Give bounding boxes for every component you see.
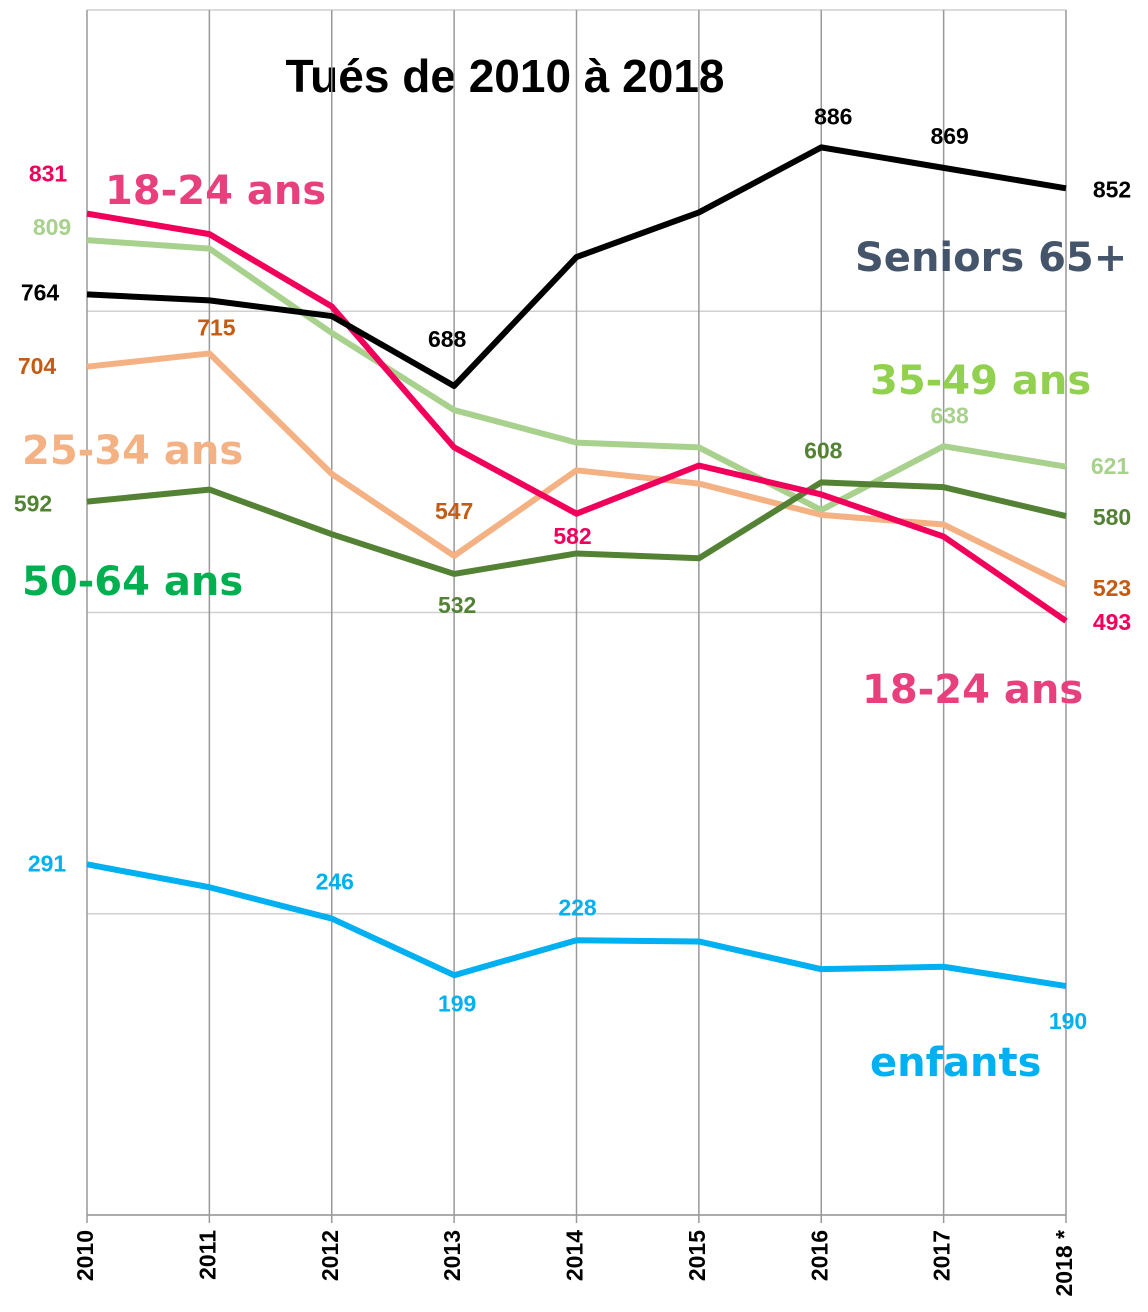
data-label: 621 xyxy=(1091,453,1130,479)
data-label: 704 xyxy=(18,353,57,379)
data-label: 764 xyxy=(21,279,60,305)
series-name: Seniors 65+ xyxy=(855,235,1127,281)
series-line xyxy=(86,479,1067,577)
data-label: 869 xyxy=(930,123,968,149)
series-name: 18-24 ans xyxy=(105,168,326,214)
data-label: 809 xyxy=(33,214,71,240)
data-label: 852 xyxy=(1093,176,1131,202)
series-line xyxy=(86,210,1068,624)
series-name: 35-49 ans xyxy=(870,358,1091,404)
data-label: 291 xyxy=(28,850,67,876)
data-label: 547 xyxy=(435,498,473,524)
x-tick-label: 2017 xyxy=(929,1230,955,1281)
series-line xyxy=(86,237,1067,514)
data-label: 246 xyxy=(316,869,354,895)
data-label: 532 xyxy=(438,592,476,618)
data-label: 715 xyxy=(197,315,236,341)
data-label: 608 xyxy=(804,437,843,463)
data-label: 582 xyxy=(553,523,591,549)
series-line xyxy=(86,861,1067,990)
x-tick-label: 2012 xyxy=(317,1230,343,1281)
series-name: 50-64 ans xyxy=(22,559,243,605)
series-name: 25-34 ans xyxy=(22,428,243,474)
x-tick-label: 2016 xyxy=(806,1230,832,1281)
data-label: 199 xyxy=(438,990,476,1016)
data-label: 580 xyxy=(1093,504,1131,530)
x-tick-label: 2014 xyxy=(562,1230,588,1281)
data-label: 831 xyxy=(29,161,68,187)
data-label: 886 xyxy=(814,103,852,129)
series-name: 18-24 ans xyxy=(862,667,1083,713)
series-line xyxy=(86,144,1067,389)
data-label: 523 xyxy=(1093,575,1131,601)
data-label: 190 xyxy=(1049,1008,1087,1034)
data-label: 493 xyxy=(1093,609,1131,635)
chart-title: Tués de 2010 à 2018 xyxy=(286,50,725,102)
data-label: 638 xyxy=(930,402,969,428)
series-name: enfants xyxy=(870,1040,1041,1086)
x-tick-label: 2015 xyxy=(684,1230,710,1281)
x-tick-label: 2011 xyxy=(194,1230,220,1280)
data-label: 592 xyxy=(14,491,52,517)
data-label: 688 xyxy=(428,326,467,352)
x-tick-label: 2018 * xyxy=(1051,1230,1077,1297)
x-tick-label: 2010 xyxy=(72,1230,98,1281)
data-label: 228 xyxy=(558,894,597,920)
x-tick-label: 2013 xyxy=(439,1230,465,1281)
